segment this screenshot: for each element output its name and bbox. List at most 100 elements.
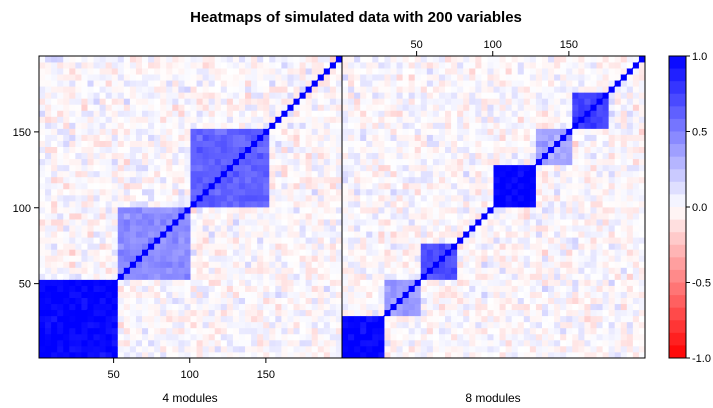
heatmap-cell bbox=[135, 237, 143, 244]
heatmap-cell bbox=[57, 273, 64, 280]
heatmap-cell bbox=[554, 122, 561, 129]
heatmap-cell bbox=[232, 128, 240, 135]
heatmap-cell bbox=[481, 303, 488, 311]
heatmap-cell bbox=[39, 92, 46, 99]
heatmap-cell bbox=[184, 68, 191, 75]
heatmap-cell bbox=[596, 140, 603, 147]
heatmap-cell bbox=[63, 158, 70, 166]
heatmap-cell bbox=[602, 231, 610, 238]
heatmap-cell bbox=[408, 225, 416, 232]
heatmap-cell bbox=[190, 188, 197, 196]
heatmap-cell bbox=[323, 134, 331, 141]
heatmap-cell bbox=[293, 200, 300, 208]
heatmap-cell bbox=[608, 315, 616, 323]
heatmap-cell bbox=[196, 297, 204, 305]
heatmap-cell bbox=[451, 339, 458, 347]
heatmap-cell bbox=[184, 333, 191, 341]
heatmap-cell bbox=[305, 146, 313, 154]
heatmap-cell bbox=[123, 74, 131, 81]
heatmap-cell bbox=[548, 170, 555, 178]
heatmap-cell bbox=[154, 80, 161, 87]
heatmap-cell bbox=[160, 285, 167, 292]
heatmap-cell bbox=[166, 219, 173, 226]
heatmap-cell bbox=[541, 225, 549, 232]
heatmap-cell bbox=[354, 68, 361, 75]
heatmap-cell bbox=[523, 62, 531, 69]
heatmap-cell bbox=[190, 261, 197, 268]
x-tick-label: 100 bbox=[181, 369, 199, 381]
heatmap-cell bbox=[142, 315, 149, 323]
heatmap-cell bbox=[402, 225, 410, 232]
heatmap-cell bbox=[111, 176, 119, 184]
heatmap-cell bbox=[232, 273, 240, 280]
heatmap-cell bbox=[426, 56, 434, 63]
heatmap-cell bbox=[75, 176, 82, 184]
heatmap-cell bbox=[208, 110, 216, 117]
heatmap-cell bbox=[590, 182, 597, 190]
heatmap-cell bbox=[529, 339, 537, 347]
heatmap-cell bbox=[111, 56, 119, 63]
heatmap-cell bbox=[614, 182, 622, 190]
heatmap-cell bbox=[487, 339, 494, 347]
heatmap-cell bbox=[578, 164, 585, 172]
heatmap-cell bbox=[208, 188, 216, 196]
heatmap-cell bbox=[432, 128, 440, 135]
heatmap-cell bbox=[196, 176, 204, 184]
heatmap-cell bbox=[232, 321, 240, 329]
heatmap-cell bbox=[335, 267, 343, 274]
heatmap-cell bbox=[390, 273, 397, 280]
heatmap-cell bbox=[245, 140, 252, 147]
heatmap-cell bbox=[329, 321, 337, 329]
heatmap-cell bbox=[166, 267, 173, 274]
heatmap-cell bbox=[493, 140, 500, 147]
heatmap-cell bbox=[245, 273, 252, 280]
heatmap-cell bbox=[554, 237, 561, 244]
heatmap-cell bbox=[548, 122, 555, 129]
heatmap-cell bbox=[39, 110, 46, 117]
heatmap-cell bbox=[342, 291, 349, 298]
heatmap-cell bbox=[251, 255, 258, 262]
heatmap-cell bbox=[445, 303, 452, 311]
heatmap-cell bbox=[426, 128, 434, 135]
heatmap-cell bbox=[57, 339, 64, 347]
heatmap-cell bbox=[220, 104, 228, 111]
heatmap-cell bbox=[123, 110, 131, 117]
heatmap-cell bbox=[560, 62, 567, 69]
heatmap-cell bbox=[208, 128, 216, 135]
heatmap-cell bbox=[560, 116, 567, 123]
heatmap-cell bbox=[263, 285, 270, 292]
heatmap-cell bbox=[251, 225, 258, 232]
heatmap-cell bbox=[584, 176, 591, 184]
heatmap-cell bbox=[281, 327, 288, 335]
heatmap-cell bbox=[342, 200, 349, 208]
heatmap-cell bbox=[178, 333, 185, 341]
heatmap-cell bbox=[129, 200, 137, 208]
heatmap-cell bbox=[638, 315, 646, 323]
heatmap-cell bbox=[287, 128, 294, 135]
heatmap-cell bbox=[372, 188, 379, 196]
heatmap-cell bbox=[232, 261, 240, 268]
heatmap-cell bbox=[463, 158, 470, 166]
heatmap-cell bbox=[487, 164, 494, 172]
heatmap-cell bbox=[142, 200, 149, 208]
heatmap-cell bbox=[529, 170, 537, 178]
heatmap-cell bbox=[190, 243, 197, 250]
heatmap-cell bbox=[463, 194, 470, 202]
heatmap-cell bbox=[475, 345, 482, 353]
heatmap-cell bbox=[202, 68, 210, 75]
heatmap-cell bbox=[560, 285, 567, 292]
heatmap-cell bbox=[226, 68, 234, 75]
heatmap-cell bbox=[426, 351, 434, 359]
heatmap-cell bbox=[317, 315, 325, 323]
heatmap-cell bbox=[372, 170, 379, 178]
heatmap-cell bbox=[269, 62, 276, 69]
heatmap-cell bbox=[342, 261, 349, 268]
heatmap-cell bbox=[93, 86, 100, 93]
heatmap-cell bbox=[554, 255, 561, 262]
heatmap-cell bbox=[608, 200, 616, 208]
heatmap-cell bbox=[493, 261, 500, 268]
heatmap-cell bbox=[481, 74, 488, 81]
heatmap-cell bbox=[232, 327, 240, 335]
heatmap-cell bbox=[578, 267, 585, 274]
heatmap-cell bbox=[541, 219, 549, 226]
